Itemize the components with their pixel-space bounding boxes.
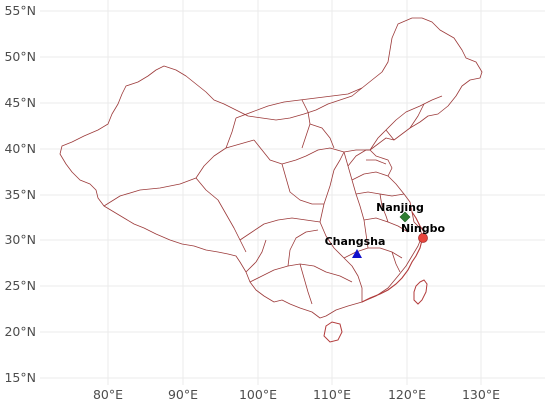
x-tick-label: 100°E xyxy=(239,387,277,402)
y-tick-label: 35°N xyxy=(4,187,36,202)
province-border xyxy=(225,117,237,149)
changsha-marker[interactable] xyxy=(352,249,362,258)
province-borders xyxy=(103,87,443,305)
y-tick-label: 55°N xyxy=(4,3,36,18)
province-border xyxy=(309,123,335,149)
x-axis-labels: 80°E 90°E 100°E 110°E 120°E 130°E xyxy=(93,387,500,402)
province-border xyxy=(366,159,387,165)
x-tick-label: 80°E xyxy=(93,387,123,402)
x-tick-label: 120°E xyxy=(388,387,426,402)
y-tick-label: 20°N xyxy=(4,324,36,339)
y-tick-label: 50°N xyxy=(4,49,36,64)
province-border xyxy=(287,229,319,267)
taiwan-island xyxy=(413,279,428,305)
y-tick-label: 15°N xyxy=(4,370,36,385)
coastline xyxy=(361,211,425,303)
province-border xyxy=(103,139,255,207)
province-border xyxy=(379,193,389,223)
country-outline xyxy=(59,17,483,319)
province-border xyxy=(347,149,370,167)
nanjing-marker[interactable] xyxy=(399,211,411,223)
province-border xyxy=(369,129,395,151)
province-border xyxy=(391,251,401,273)
changsha-label: Changsha xyxy=(325,235,386,248)
province-border xyxy=(281,163,324,205)
province-border xyxy=(409,103,425,129)
province-border xyxy=(235,87,363,119)
y-axis-labels: 55°N 50°N 45°N 40°N 35°N 30°N 25°N 20°N … xyxy=(4,3,36,385)
ningbo-label: Ningbo xyxy=(401,222,446,235)
x-tick-label: 90°E xyxy=(168,387,198,402)
y-tick-label: 25°N xyxy=(4,278,36,293)
province-border xyxy=(239,217,321,241)
province-border xyxy=(253,139,370,165)
province-border xyxy=(351,171,389,181)
province-border xyxy=(343,247,403,259)
city-markers: Nanjing Ningbo Changsha xyxy=(325,201,446,258)
province-border xyxy=(343,151,369,249)
hainan-island xyxy=(323,321,343,343)
province-border xyxy=(319,221,363,302)
province-border xyxy=(385,95,443,131)
graticule xyxy=(40,0,545,385)
nanjing-label: Nanjing xyxy=(376,201,424,214)
x-tick-label: 130°E xyxy=(462,387,500,402)
y-tick-label: 40°N xyxy=(4,141,36,156)
ningbo-marker[interactable] xyxy=(418,233,428,243)
y-tick-label: 45°N xyxy=(4,95,36,110)
province-border xyxy=(301,99,311,149)
province-border xyxy=(319,203,325,223)
province-border xyxy=(245,239,267,273)
x-tick-label: 110°E xyxy=(313,387,351,402)
y-tick-label: 30°N xyxy=(4,232,36,247)
province-border xyxy=(323,151,345,205)
province-border xyxy=(299,263,313,305)
province-border xyxy=(195,177,247,253)
